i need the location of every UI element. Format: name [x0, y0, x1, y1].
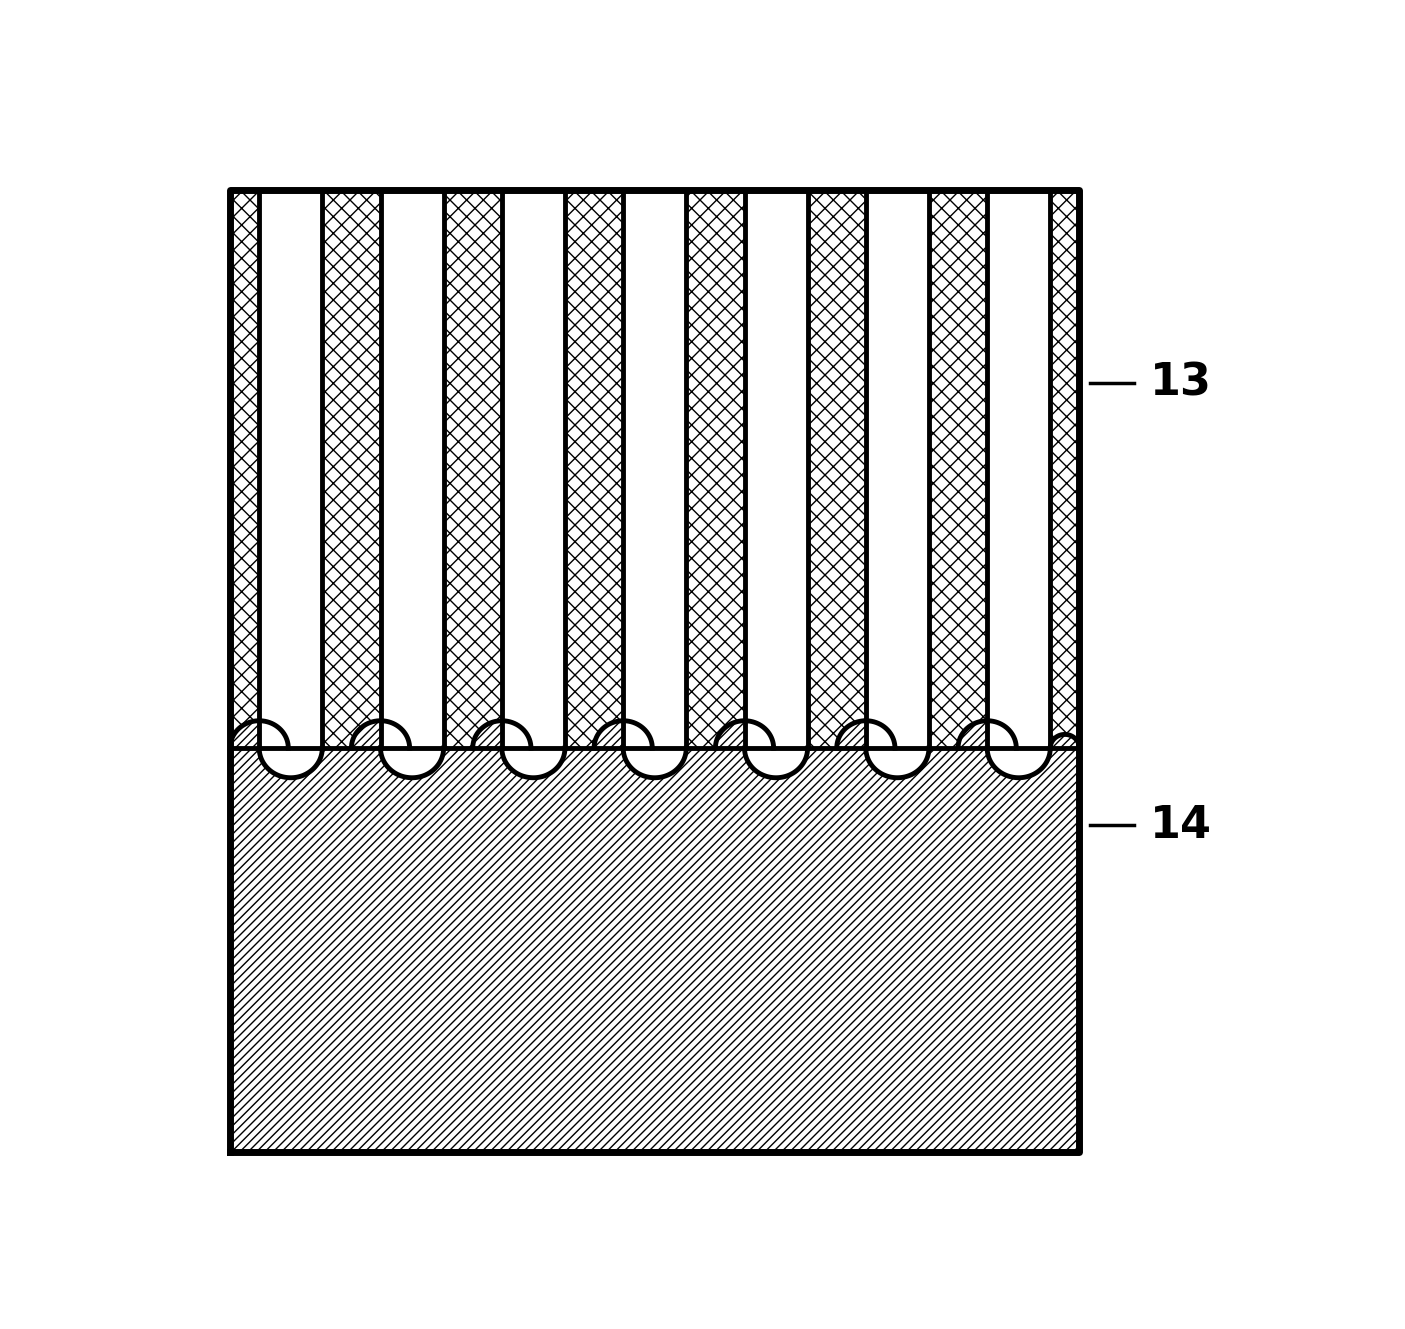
Polygon shape	[259, 748, 322, 777]
Polygon shape	[230, 190, 1079, 777]
Bar	[502, 190, 565, 748]
Polygon shape	[502, 748, 565, 777]
Text: 13: 13	[1151, 361, 1213, 404]
Polygon shape	[988, 748, 1051, 777]
Polygon shape	[865, 748, 929, 777]
Bar	[381, 190, 444, 748]
Bar	[988, 190, 1051, 748]
Bar	[745, 190, 808, 748]
Text: 14: 14	[1151, 804, 1213, 847]
Polygon shape	[230, 720, 1079, 1152]
Bar	[259, 190, 322, 748]
Polygon shape	[624, 748, 686, 777]
Polygon shape	[381, 748, 444, 777]
Polygon shape	[745, 748, 808, 777]
Bar	[865, 190, 929, 748]
Bar	[624, 190, 686, 748]
